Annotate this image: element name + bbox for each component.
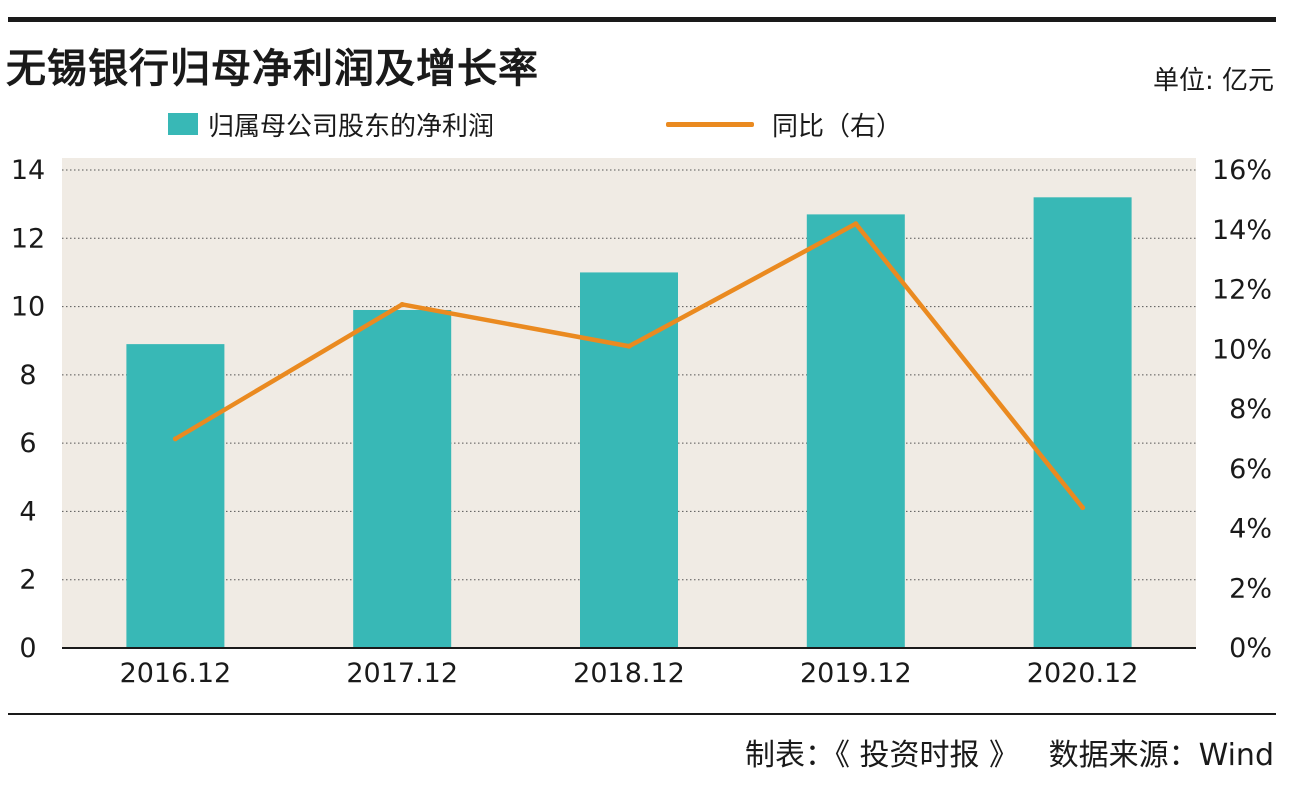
x-tick-label: 2020.12 bbox=[1027, 658, 1139, 689]
y-left-tick-label: 6 bbox=[19, 428, 36, 459]
legend-bar: 归属母公司股东的净利润 bbox=[168, 106, 494, 142]
legend-bar-label: 归属母公司股东的净利润 bbox=[208, 111, 495, 142]
y-left-tick-label: 2 bbox=[19, 565, 36, 596]
bar bbox=[353, 309, 452, 648]
x-tick-label: 2018.12 bbox=[573, 658, 685, 689]
footer: 制表：《 投资时报 》 数据来源：Wind bbox=[725, 730, 1274, 774]
chart-title: 无锡银行归母净利润及增长率 bbox=[6, 46, 539, 92]
growth-point bbox=[853, 221, 859, 227]
y-left-tick-label: 8 bbox=[19, 360, 36, 391]
x-tick-label: 2016.12 bbox=[120, 658, 232, 689]
growth-point bbox=[172, 436, 178, 442]
top-rule bbox=[8, 17, 1276, 22]
bar bbox=[126, 344, 225, 648]
bar bbox=[1033, 197, 1132, 649]
y-left-tick-label: 10 bbox=[11, 292, 45, 323]
legend-line-swatch bbox=[666, 121, 754, 127]
y-right-tick-label: 16% bbox=[1212, 155, 1272, 186]
y-right-tick-label: 14% bbox=[1212, 215, 1272, 246]
y-right-tick-label: 4% bbox=[1229, 514, 1272, 545]
bar bbox=[580, 272, 678, 648]
x-tick-label: 2019.12 bbox=[800, 658, 912, 689]
legend-bar-swatch bbox=[168, 113, 198, 135]
y-right-tick-label: 8% bbox=[1229, 394, 1272, 425]
y-right-tick-label: 10% bbox=[1212, 334, 1272, 365]
growth-point bbox=[1080, 505, 1086, 511]
y-left-tick-label: 0 bbox=[19, 633, 36, 664]
y-right-tick-label: 12% bbox=[1212, 275, 1272, 306]
bar bbox=[806, 214, 905, 648]
legend-line-label: 同比（右） bbox=[772, 111, 903, 142]
footer-maker: 制表：《 投资时报 》 bbox=[744, 738, 1020, 773]
y-left-tick-label: 12 bbox=[11, 223, 45, 254]
growth-point bbox=[626, 343, 632, 349]
y-right-tick-label: 2% bbox=[1229, 573, 1272, 604]
bottom-rule bbox=[8, 713, 1276, 715]
y-right-tick-label: 6% bbox=[1229, 454, 1272, 485]
y-left-tick-label: 4 bbox=[19, 496, 36, 527]
legend-line: 同比（右） bbox=[666, 106, 902, 142]
unit-label: 单位: 亿元 bbox=[1152, 66, 1274, 96]
y-left-tick-label: 14 bbox=[11, 155, 45, 186]
growth-point bbox=[399, 301, 405, 307]
y-right-tick-label: 0% bbox=[1229, 633, 1272, 664]
footer-source: 数据来源：Wind bbox=[1048, 738, 1274, 773]
x-tick-label: 2017.12 bbox=[346, 658, 458, 689]
